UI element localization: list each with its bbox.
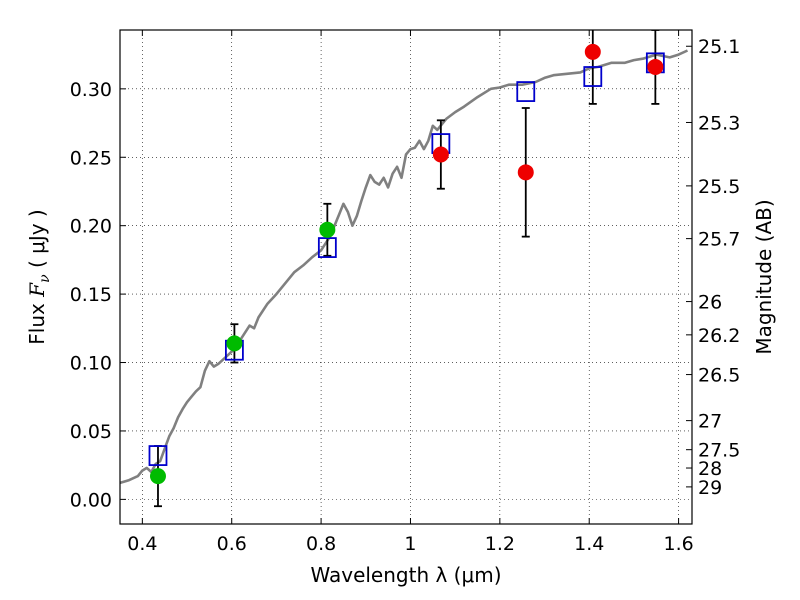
y2-tick-label: 25.5: [698, 176, 740, 198]
y2-tick-label: 26.5: [698, 365, 740, 387]
x-tick-label: 1.4: [574, 533, 604, 555]
x-axis-label: Wavelength λ (μm): [310, 563, 501, 587]
green-data-point: [149, 468, 166, 485]
model-photometry-square: [583, 66, 603, 87]
green-data-point: [319, 221, 336, 238]
red-data-point: [647, 58, 664, 75]
y2-tick-label: 27: [698, 411, 722, 433]
red-data-point: [517, 164, 534, 181]
y2-tick-label: 26.2: [698, 325, 740, 347]
y2-tick-label: 29: [698, 477, 722, 499]
y-tick-label: 0.25: [70, 147, 112, 169]
y2-tick-label: 27.5: [698, 440, 740, 462]
x-tick-label: 0.6: [217, 533, 247, 555]
red-data-point: [432, 146, 449, 163]
y-axis-label: Flux Fν ( μJy ): [25, 209, 53, 344]
x-tick-label: 0.4: [127, 533, 157, 555]
x-tick-label: 1.2: [485, 533, 515, 555]
y2-tick-label: 25.3: [698, 112, 740, 134]
green-data-point: [226, 335, 243, 352]
plot-frame: [119, 29, 693, 525]
y2-tick-label: 28: [698, 458, 722, 480]
model-photometry-square: [317, 237, 337, 258]
model-photometry-square: [148, 445, 168, 466]
axis-ticks: [120, 30, 692, 524]
y-tick-label: 0.00: [70, 489, 112, 511]
y-tick-label: 0.20: [70, 216, 112, 238]
grid: [120, 30, 692, 524]
model-photometry-square: [516, 81, 536, 102]
y2-tick-label: 25.1: [698, 36, 740, 58]
y2-tick-label: 25.7: [698, 229, 740, 251]
x-tick-label: 1: [404, 533, 416, 555]
red-data-point: [584, 43, 601, 60]
y-tick-label: 0.30: [70, 79, 112, 101]
y-tick-label: 0.15: [70, 284, 112, 306]
y-tick-label: 0.05: [70, 421, 112, 443]
y2-tick-label: 26: [698, 292, 722, 314]
plot-area: [120, 30, 689, 508]
x-tick-label: 1.6: [663, 533, 693, 555]
x-tick-label: 0.8: [306, 533, 336, 555]
y-tick-label: 0.10: [70, 353, 112, 375]
y2-axis-label: Magnitude (AB): [752, 199, 776, 354]
tick-labels: 0.4 0.6 0.8 1 1.2 1.4 1.6 0.00 0.05 0.10 0.15 0.20 0…: [70, 36, 741, 555]
model-spectrum-line: [120, 49, 689, 485]
